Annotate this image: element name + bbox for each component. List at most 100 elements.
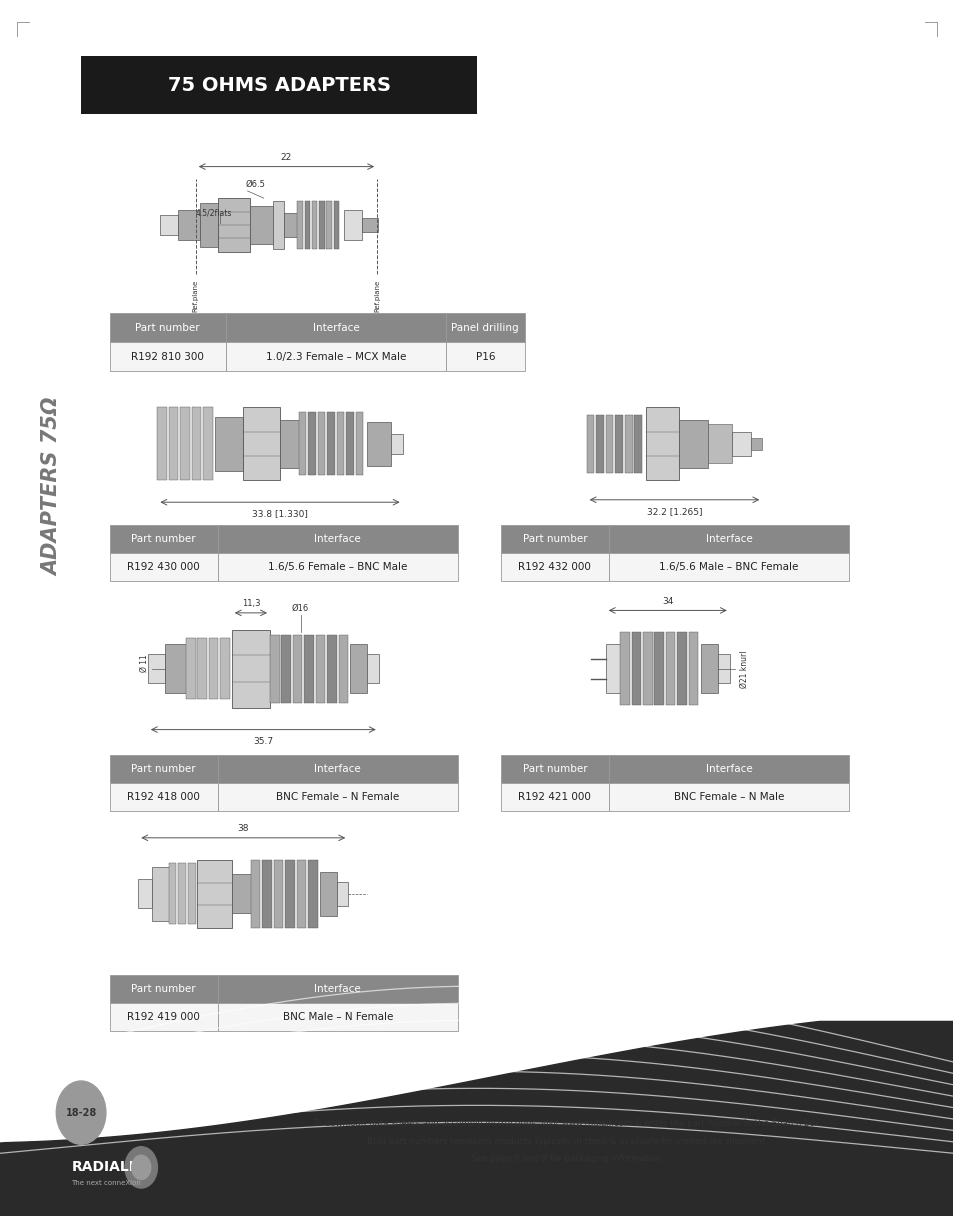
Bar bbox=[317, 412, 325, 475]
Bar bbox=[624, 415, 632, 473]
Bar bbox=[336, 412, 344, 475]
Bar bbox=[679, 420, 707, 468]
Bar bbox=[338, 635, 348, 703]
Bar bbox=[586, 415, 594, 473]
Bar bbox=[243, 407, 279, 480]
Bar bbox=[169, 407, 178, 480]
Bar bbox=[192, 407, 201, 480]
Bar bbox=[308, 860, 317, 928]
Bar bbox=[279, 420, 298, 468]
Bar bbox=[343, 210, 361, 240]
Bar bbox=[615, 415, 622, 473]
Text: 22: 22 bbox=[280, 153, 292, 162]
Text: Ø16: Ø16 bbox=[292, 604, 309, 613]
Text: To download data sheets and assembly instructions, visit www.radiall.com & enter: To download data sheets and assembly ins… bbox=[313, 1119, 821, 1128]
Bar bbox=[297, 201, 302, 249]
Text: 75 OHMS ADAPTERS: 75 OHMS ADAPTERS bbox=[168, 75, 391, 95]
Bar bbox=[138, 879, 152, 908]
Bar bbox=[619, 632, 629, 705]
Bar bbox=[110, 553, 217, 581]
Bar bbox=[355, 412, 363, 475]
Bar bbox=[203, 407, 213, 480]
Text: 18-28: 18-28 bbox=[66, 1108, 96, 1118]
Text: 4.5/2flats: 4.5/2flats bbox=[195, 208, 232, 218]
Bar bbox=[177, 210, 200, 240]
Text: 38: 38 bbox=[237, 824, 249, 833]
Text: Panel drilling: Panel drilling bbox=[451, 322, 518, 333]
Text: 33.8 [1.330]: 33.8 [1.330] bbox=[252, 510, 308, 518]
Bar bbox=[327, 635, 336, 703]
Bar bbox=[218, 198, 250, 252]
Text: BNC Male – N Female: BNC Male – N Female bbox=[282, 1012, 393, 1023]
Text: Ref.plane: Ref.plane bbox=[193, 280, 198, 313]
Bar bbox=[217, 525, 457, 553]
Bar bbox=[110, 975, 217, 1003]
Bar bbox=[293, 635, 302, 703]
Circle shape bbox=[125, 1147, 157, 1188]
Bar bbox=[327, 412, 335, 475]
Bar bbox=[283, 213, 297, 237]
Bar bbox=[197, 860, 232, 928]
Text: The next conneXion: The next conneXion bbox=[71, 1181, 141, 1186]
Bar bbox=[367, 654, 378, 683]
Bar bbox=[677, 632, 686, 705]
Bar bbox=[186, 638, 195, 699]
Bar bbox=[220, 638, 230, 699]
Bar bbox=[285, 860, 294, 928]
Bar bbox=[217, 755, 457, 783]
Bar bbox=[608, 553, 848, 581]
Text: Part number: Part number bbox=[522, 534, 586, 545]
Text: 35.7: 35.7 bbox=[253, 737, 274, 745]
Bar bbox=[110, 525, 217, 553]
Text: 32.2 [1.265]: 32.2 [1.265] bbox=[646, 507, 701, 516]
Bar bbox=[209, 638, 218, 699]
Bar bbox=[731, 432, 750, 456]
Bar bbox=[217, 1003, 457, 1031]
Bar bbox=[232, 630, 270, 708]
Text: R192 418 000: R192 418 000 bbox=[127, 792, 200, 803]
Text: 1.6/5.6 Female – BNC Male: 1.6/5.6 Female – BNC Male bbox=[268, 562, 407, 573]
Bar bbox=[197, 638, 207, 699]
Text: Ø21 knurl: Ø21 knurl bbox=[739, 651, 747, 687]
Bar bbox=[110, 313, 226, 343]
Bar bbox=[700, 644, 718, 693]
Bar bbox=[654, 632, 663, 705]
Bar bbox=[645, 407, 679, 480]
Bar bbox=[217, 783, 457, 811]
Bar bbox=[251, 860, 260, 928]
Bar bbox=[232, 874, 251, 913]
Bar bbox=[608, 755, 848, 783]
Bar bbox=[326, 201, 332, 249]
Text: R192 430 000: R192 430 000 bbox=[127, 562, 200, 573]
Bar bbox=[81, 56, 476, 114]
Bar bbox=[200, 203, 218, 247]
Bar bbox=[110, 755, 217, 783]
Bar bbox=[226, 313, 445, 343]
Bar bbox=[500, 783, 608, 811]
Bar bbox=[281, 635, 291, 703]
Bar bbox=[217, 553, 457, 581]
Bar bbox=[304, 635, 314, 703]
Bar bbox=[110, 1003, 217, 1031]
Bar bbox=[361, 218, 377, 232]
Bar bbox=[157, 407, 167, 480]
Bar bbox=[296, 860, 306, 928]
Bar bbox=[262, 860, 272, 928]
Text: Interface: Interface bbox=[705, 764, 752, 775]
Bar bbox=[110, 783, 217, 811]
Bar bbox=[270, 635, 279, 703]
Bar bbox=[318, 201, 324, 249]
Bar bbox=[217, 975, 457, 1003]
Bar bbox=[298, 412, 306, 475]
Bar bbox=[634, 415, 641, 473]
Bar bbox=[319, 872, 336, 916]
Text: R192 432 000: R192 432 000 bbox=[517, 562, 591, 573]
Text: R192 421 000: R192 421 000 bbox=[517, 792, 591, 803]
Bar bbox=[391, 434, 402, 454]
Bar bbox=[707, 424, 731, 463]
Bar bbox=[500, 755, 608, 783]
Text: R192 810 300: R192 810 300 bbox=[132, 351, 204, 362]
Text: Bold part numbers represent products typically in stock & available for immediat: Bold part numbers represent products typ… bbox=[367, 1137, 767, 1147]
Text: Interface: Interface bbox=[313, 322, 359, 333]
Bar bbox=[718, 654, 729, 683]
